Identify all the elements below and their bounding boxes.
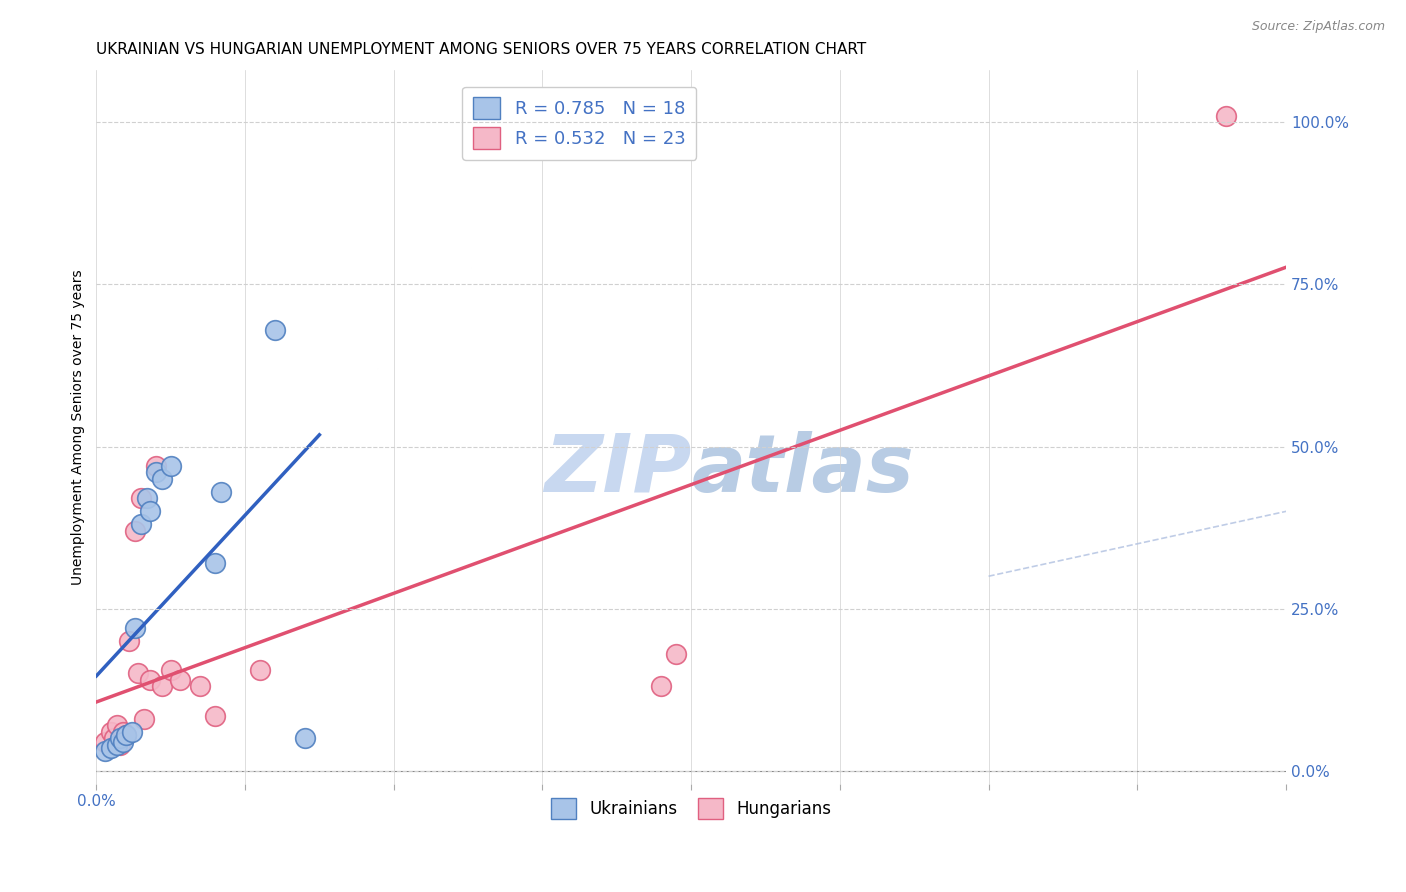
Text: ZIP: ZIP [544, 431, 692, 508]
Point [127, 666, 149, 681]
Point [650, 680, 672, 694]
Point [105, 738, 128, 752]
Point [249, 663, 271, 677]
Point [129, 517, 152, 532]
Point [129, 491, 152, 506]
Point [294, 731, 316, 746]
Point [94, 744, 117, 758]
Point [209, 484, 232, 499]
Point [100, 724, 122, 739]
Point [159, 458, 181, 473]
Y-axis label: Unemployment Among Seniors over 75 years: Unemployment Among Seniors over 75 years [72, 269, 86, 585]
Point [132, 712, 155, 726]
Text: UKRAINIAN VS HUNGARIAN UNEMPLOYMENT AMONG SENIORS OVER 75 YEARS CORRELATION CHAR: UKRAINIAN VS HUNGARIAN UNEMPLOYMENT AMON… [97, 42, 866, 57]
Point [159, 663, 181, 677]
Point [115, 728, 138, 742]
Point [105, 718, 128, 732]
Text: atlas: atlas [692, 431, 914, 508]
Point [204, 708, 226, 723]
Point [190, 680, 212, 694]
Point [1215, 109, 1237, 123]
Point [145, 458, 167, 473]
Point [108, 731, 131, 746]
Point [263, 323, 285, 337]
Point [150, 472, 173, 486]
Point [100, 741, 122, 756]
Point [204, 556, 226, 570]
Point [108, 738, 131, 752]
Point [139, 504, 162, 518]
Point [169, 673, 191, 687]
Point [124, 621, 146, 635]
Point [150, 680, 173, 694]
Point [103, 731, 125, 746]
Point [118, 634, 141, 648]
Point [135, 491, 157, 506]
Point [112, 734, 135, 748]
Point [121, 724, 143, 739]
Text: Source: ZipAtlas.com: Source: ZipAtlas.com [1251, 20, 1385, 33]
Point [139, 673, 162, 687]
Point [124, 524, 146, 538]
Point [94, 734, 117, 748]
Point [665, 647, 688, 661]
Legend: Ukrainians, Hungarians: Ukrainians, Hungarians [544, 792, 838, 825]
Point [112, 724, 135, 739]
Point [145, 466, 167, 480]
Point [115, 728, 138, 742]
